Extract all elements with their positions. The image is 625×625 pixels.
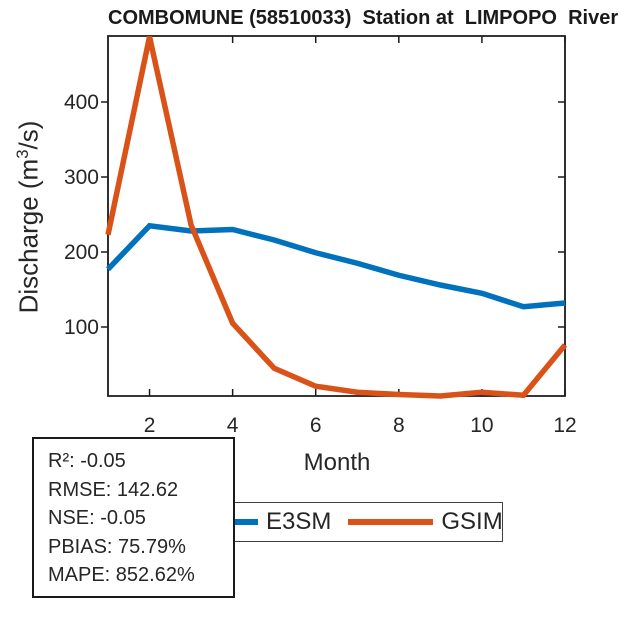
series-line-gsim [105,36,568,399]
axes-box [107,35,566,397]
y-tick-label: 300 [64,166,99,189]
stats-box: R²: -0.05 RMSE: 142.62 NSE: -0.05 PBIAS: 75… [32,437,235,598]
y-tick-label: 100 [64,316,99,339]
y-tick-label: 400 [64,91,99,114]
stat-line: R²: -0.05 [48,450,126,472]
x-tick-label: 6 [310,414,322,437]
stat-line: NSE: -0.05 [48,507,146,529]
y-tick-label: 200 [64,241,99,264]
legend-line-swatch [348,519,434,525]
legend-item-gsim: GSIM [348,508,503,536]
x-tick-label: 2 [144,414,156,437]
legend-label: GSIM [441,508,503,535]
y-axis-label: Discharge (m3/s) [13,67,45,367]
stat-line: MAPE: 852.62% [48,564,195,586]
x-tick-label: 8 [393,414,405,437]
x-tick-label: 12 [553,414,576,437]
x-tick-label: 10 [470,414,493,437]
y-axis-label-suffix: /s) [13,120,44,150]
legend-label: E3SM [266,508,332,535]
y-axis-label-superscript: 3 [13,149,32,159]
x-tick-label: 4 [227,414,239,437]
y-axis-label-text: Discharge (m [13,158,44,314]
series-line-e3sm [106,222,566,310]
stat-line: PBIAS: 75.79% [48,535,186,558]
x-axis-label: Month [303,449,371,476]
stat-line: RMSE: 142.62 [48,478,179,501]
